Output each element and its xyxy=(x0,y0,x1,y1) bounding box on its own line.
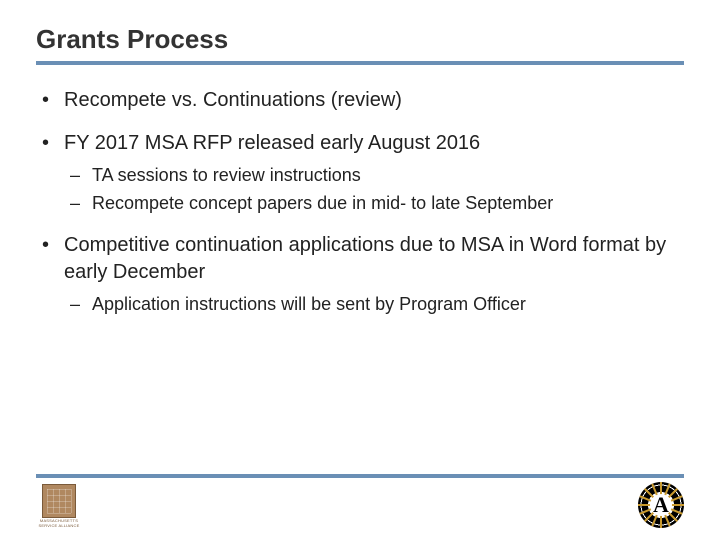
footer-divider xyxy=(36,474,684,478)
bullet-item: Competitive continuation applications du… xyxy=(36,232,684,316)
slide-content: Recompete vs. Continuations (review) FY … xyxy=(36,87,684,316)
msa-logo-icon xyxy=(42,484,76,518)
sub-bullet-list: TA sessions to review instructions Recom… xyxy=(64,163,684,216)
slide: Grants Process Recompete vs. Continuatio… xyxy=(0,0,720,540)
bullet-text: Competitive continuation applications du… xyxy=(64,234,666,283)
sub-bullet-text: Recompete concept papers due in mid- to … xyxy=(92,193,553,213)
slide-title: Grants Process xyxy=(36,24,684,61)
bullet-item: FY 2017 MSA RFP released early August 20… xyxy=(36,130,684,216)
sub-bullet-item: TA sessions to review instructions xyxy=(64,163,684,187)
title-underline xyxy=(36,61,684,65)
sub-bullet-text: TA sessions to review instructions xyxy=(92,165,361,185)
sub-bullet-item: Application instructions will be sent by… xyxy=(64,292,684,316)
sub-bullet-item: Recompete concept papers due in mid- to … xyxy=(64,191,684,215)
msa-logo: MASSACHUSETTS SERVICE ALLIANCE xyxy=(36,484,82,526)
bullet-item: Recompete vs. Continuations (review) xyxy=(36,87,684,114)
americorps-logo-ring: A xyxy=(638,482,684,528)
msa-logo-text-2: SERVICE ALLIANCE xyxy=(36,524,82,528)
americorps-logo-letter: A xyxy=(650,494,672,516)
sub-bullet-list: Application instructions will be sent by… xyxy=(64,292,684,316)
bullet-text: Recompete vs. Continuations (review) xyxy=(64,89,402,111)
sub-bullet-text: Application instructions will be sent by… xyxy=(92,294,526,314)
bullet-text: FY 2017 MSA RFP released early August 20… xyxy=(64,132,480,154)
bullet-list: Recompete vs. Continuations (review) FY … xyxy=(36,87,684,316)
americorps-logo: A xyxy=(638,482,684,528)
